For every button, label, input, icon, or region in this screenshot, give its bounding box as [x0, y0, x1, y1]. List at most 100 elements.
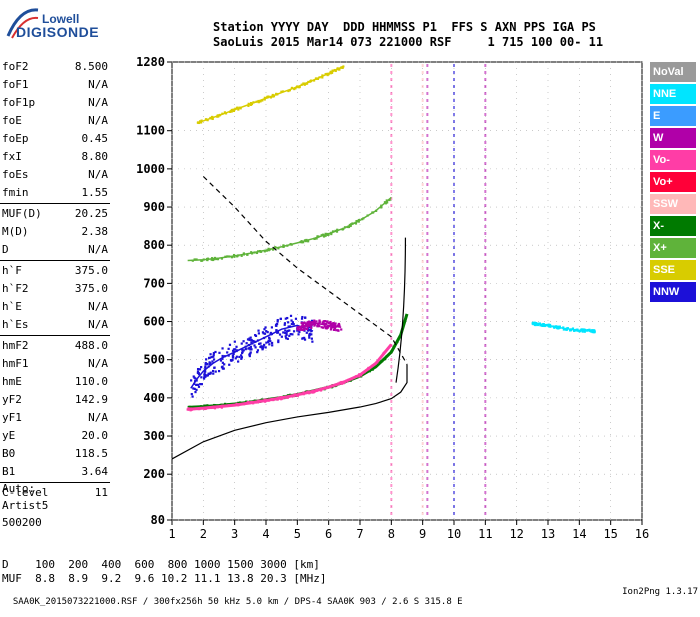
echo-point	[323, 325, 326, 328]
echo-point	[257, 329, 260, 332]
autoscaling-info: Auto: Artist5 500200	[2, 480, 48, 531]
echo-point	[268, 343, 271, 346]
echo-point	[388, 198, 391, 202]
echo-point	[305, 331, 308, 334]
echo-point	[247, 104, 250, 108]
legend-item: SSW	[650, 194, 696, 214]
echo-point	[315, 320, 318, 323]
x-tick-label: 4	[262, 527, 269, 541]
y-tick-label: 1100	[136, 124, 165, 138]
legend-item: NNE	[650, 84, 696, 104]
x-tick-label: 16	[635, 527, 649, 541]
echo-point	[293, 87, 296, 91]
echo-point	[581, 330, 584, 333]
param-value: N/A	[88, 318, 108, 331]
echo-point	[300, 328, 303, 331]
echo-point	[241, 351, 244, 355]
echo-point	[256, 349, 260, 352]
echo-point	[254, 334, 258, 338]
param-row: h`F 375.0	[0, 262, 110, 280]
echo-point	[200, 259, 203, 262]
ionogram-plot: 1 2 3 4 5 6 7 8 9 10 11 12 13 14 15 1680200300400500600…	[136, 55, 649, 541]
digisonde-logo: Lowell DIGISONDE	[2, 2, 162, 48]
echo-point	[191, 395, 194, 398]
x-tick-label: 10	[447, 527, 461, 541]
echo-point	[300, 321, 303, 325]
y-tick-label: 700	[143, 276, 165, 290]
echo-point	[291, 321, 294, 324]
echo-point	[282, 331, 285, 334]
echo-point	[238, 355, 241, 359]
echo-point	[231, 356, 235, 359]
param-value: N/A	[88, 78, 108, 91]
echo-point	[214, 350, 217, 354]
x-tick-label: 3	[231, 527, 238, 541]
param-row: hmF1 N/A	[0, 355, 110, 373]
echo-point	[347, 225, 351, 229]
echo-point	[297, 333, 300, 336]
echo-point	[249, 103, 252, 106]
echo-point	[275, 329, 278, 332]
echo-point	[203, 372, 206, 375]
echo-point	[272, 248, 275, 251]
echo-point	[274, 324, 278, 327]
param-name: yF2	[2, 393, 22, 406]
echo-point	[300, 317, 304, 320]
param-name: fxI	[2, 150, 22, 163]
echo-point	[324, 322, 327, 326]
param-name: h`F	[2, 264, 22, 277]
echo-point	[309, 325, 312, 328]
echo-point	[294, 87, 297, 90]
version-label: Ion2Png 1.3.17	[622, 587, 698, 597]
echo-point	[331, 69, 334, 72]
x-tick-label: 6	[325, 527, 332, 541]
param-name: foF1	[2, 78, 29, 91]
legend-item: Vo-	[650, 150, 696, 170]
echo-point	[303, 338, 307, 341]
file-info-bar: SAA0K_2015073221000.RSF / 300fx256h 50 k…	[2, 587, 698, 617]
echo-point	[247, 347, 250, 350]
echo-point	[246, 253, 249, 256]
param-value: 8.80	[81, 150, 109, 163]
param-name: hmF2	[2, 339, 29, 352]
echo-point	[246, 338, 250, 341]
echo-point	[303, 326, 306, 329]
echo-point	[203, 370, 207, 373]
series-trace	[187, 196, 392, 262]
echo-point	[306, 325, 309, 328]
echo-point	[228, 363, 231, 366]
echo-point	[223, 363, 226, 366]
param-row: hmF2 488.0	[0, 337, 110, 355]
echo-point	[242, 349, 245, 352]
echo-point	[310, 321, 313, 324]
echo-point	[311, 340, 314, 343]
echo-point	[242, 340, 245, 343]
param-row: foEs N/A	[0, 166, 110, 184]
echo-point	[220, 366, 224, 369]
echo-point	[261, 99, 264, 102]
echo-point	[336, 228, 339, 231]
echo-point	[204, 365, 207, 368]
echo-point	[232, 109, 236, 113]
echo-point	[340, 328, 343, 331]
echo-point	[270, 326, 274, 329]
echo-point	[329, 322, 332, 326]
param-value: N/A	[88, 168, 108, 181]
logo-swoosh-icon	[6, 8, 39, 39]
echo-point	[263, 250, 266, 253]
echo-point	[337, 322, 341, 326]
echo-point	[299, 328, 302, 331]
echo-point	[333, 323, 336, 326]
legend-item: W	[650, 128, 696, 148]
logo-line1: Lowell	[42, 12, 80, 26]
echo-point	[257, 101, 260, 104]
echo-point	[313, 319, 316, 322]
echo-point	[282, 244, 285, 247]
echo-point	[335, 329, 338, 332]
echo-point	[248, 346, 251, 350]
echo-point	[248, 353, 251, 356]
trace-upper-line	[395, 237, 407, 383]
param-row: foF2 8.500	[0, 58, 110, 76]
echo-point	[250, 251, 253, 254]
echo-point	[316, 325, 319, 328]
